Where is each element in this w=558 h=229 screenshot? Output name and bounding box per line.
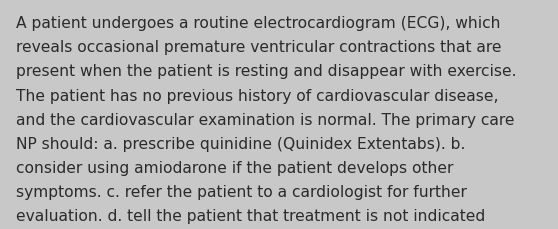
Text: The patient has no previous history of cardiovascular disease,: The patient has no previous history of c…: [16, 88, 498, 103]
Text: and the cardiovascular examination is normal. The primary care: and the cardiovascular examination is no…: [16, 112, 514, 127]
Text: A patient undergoes a routine electrocardiogram (ECG), which: A patient undergoes a routine electrocar…: [16, 16, 500, 31]
Text: consider using amiodarone if the patient develops other: consider using amiodarone if the patient…: [16, 160, 453, 175]
Text: reveals occasional premature ventricular contractions that are: reveals occasional premature ventricular…: [16, 40, 501, 55]
Text: NP should: a. prescribe quinidine (Quinidex Extentabs). b.: NP should: a. prescribe quinidine (Quini…: [16, 136, 465, 151]
Text: evaluation. d. tell the patient that treatment is not indicated: evaluation. d. tell the patient that tre…: [16, 208, 485, 223]
Text: present when the patient is resting and disappear with exercise.: present when the patient is resting and …: [16, 64, 516, 79]
Text: symptoms. c. refer the patient to a cardiologist for further: symptoms. c. refer the patient to a card…: [16, 184, 466, 199]
